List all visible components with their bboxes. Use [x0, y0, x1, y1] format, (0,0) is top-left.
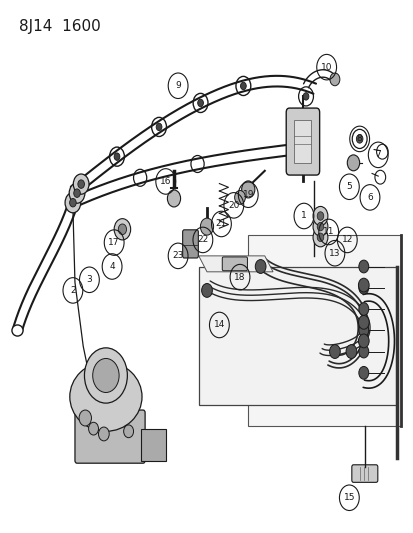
Circle shape	[240, 82, 246, 90]
Text: 16: 16	[159, 177, 171, 186]
Polygon shape	[198, 266, 396, 405]
Text: 19: 19	[242, 190, 254, 199]
Circle shape	[234, 190, 245, 204]
Circle shape	[358, 367, 368, 379]
Circle shape	[69, 198, 76, 207]
Text: 10: 10	[320, 63, 332, 71]
Circle shape	[329, 345, 339, 359]
Circle shape	[358, 278, 368, 292]
Circle shape	[200, 218, 213, 235]
Circle shape	[98, 427, 109, 441]
Circle shape	[358, 260, 368, 273]
Circle shape	[79, 410, 91, 426]
Text: 11: 11	[322, 228, 334, 237]
Circle shape	[358, 324, 368, 337]
Circle shape	[345, 345, 356, 359]
Text: 8: 8	[356, 134, 362, 143]
FancyBboxPatch shape	[285, 108, 319, 175]
Circle shape	[69, 183, 85, 203]
Circle shape	[312, 206, 327, 225]
Circle shape	[201, 284, 212, 297]
Circle shape	[84, 348, 127, 403]
Circle shape	[358, 345, 368, 358]
Text: 21: 21	[215, 220, 227, 229]
Text: 17: 17	[108, 238, 120, 247]
Circle shape	[358, 281, 368, 294]
Circle shape	[123, 425, 133, 438]
Circle shape	[114, 219, 131, 240]
Text: 20: 20	[228, 201, 239, 210]
Circle shape	[78, 180, 84, 188]
Text: 3: 3	[86, 275, 92, 284]
Circle shape	[114, 153, 120, 160]
Text: 4: 4	[109, 262, 115, 271]
Text: 9: 9	[175, 81, 180, 90]
Circle shape	[358, 303, 368, 316]
Polygon shape	[141, 429, 165, 461]
Text: 8J14  1600: 8J14 1600	[19, 19, 101, 34]
Circle shape	[329, 73, 339, 86]
Text: 12: 12	[341, 236, 352, 245]
FancyBboxPatch shape	[75, 410, 145, 463]
Circle shape	[73, 174, 89, 194]
Circle shape	[197, 99, 203, 107]
Circle shape	[312, 217, 327, 236]
Ellipse shape	[70, 362, 142, 431]
Text: 18: 18	[234, 273, 245, 281]
Text: 14: 14	[213, 320, 225, 329]
Circle shape	[88, 422, 98, 435]
Text: 1: 1	[300, 212, 306, 221]
FancyBboxPatch shape	[351, 465, 377, 482]
Text: 22: 22	[197, 236, 208, 245]
Text: 2: 2	[70, 286, 76, 295]
Circle shape	[302, 93, 308, 100]
Circle shape	[316, 222, 323, 231]
Text: 7: 7	[375, 150, 380, 159]
Circle shape	[255, 260, 266, 273]
Circle shape	[358, 316, 368, 329]
Polygon shape	[198, 256, 272, 272]
Bar	[294, 120, 310, 163]
Circle shape	[74, 189, 80, 197]
Circle shape	[312, 228, 327, 247]
Circle shape	[316, 233, 323, 241]
Circle shape	[65, 192, 81, 213]
Text: 23: 23	[172, 252, 183, 260]
Circle shape	[356, 135, 362, 143]
Text: 6: 6	[366, 193, 372, 202]
Circle shape	[241, 181, 254, 198]
FancyBboxPatch shape	[182, 230, 198, 258]
Circle shape	[358, 334, 368, 348]
Text: 5: 5	[346, 182, 351, 191]
Circle shape	[118, 224, 126, 235]
Circle shape	[93, 359, 119, 392]
Polygon shape	[248, 235, 400, 426]
Circle shape	[347, 155, 359, 171]
Circle shape	[167, 190, 180, 207]
Text: 15: 15	[343, 493, 354, 502]
Circle shape	[156, 123, 161, 131]
Text: 13: 13	[328, 249, 340, 258]
Circle shape	[316, 212, 323, 220]
FancyBboxPatch shape	[222, 257, 247, 271]
